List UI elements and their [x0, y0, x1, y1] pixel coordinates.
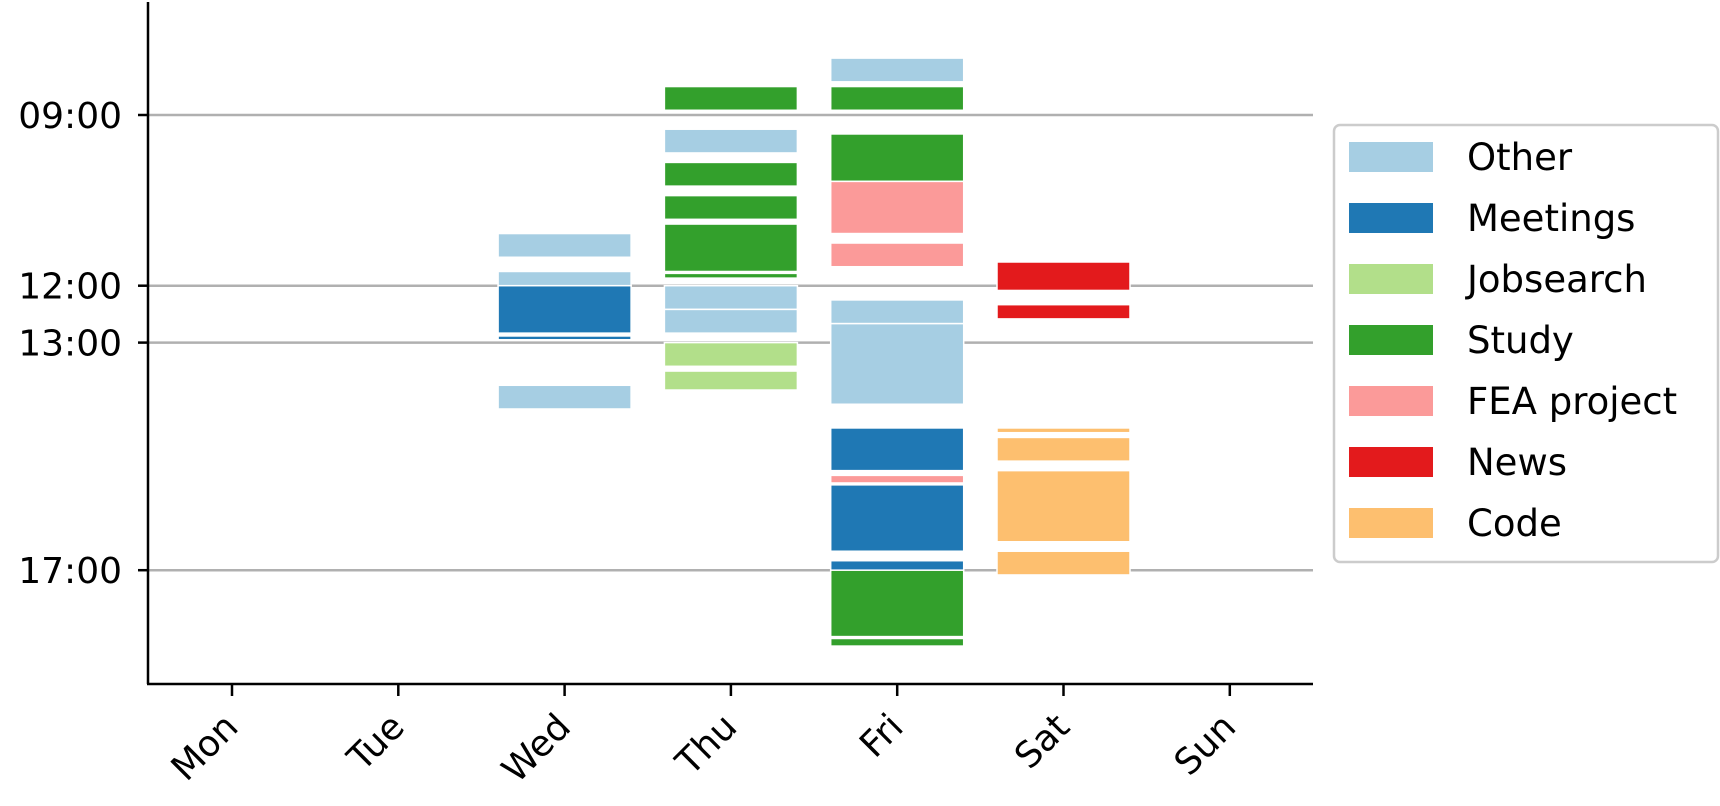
time-blocks [497, 57, 1131, 647]
x-tick-label: Sat [1007, 706, 1078, 777]
legend-swatch [1349, 203, 1433, 233]
time-block-meetings [829, 427, 965, 472]
y-tick-label: 09:00 [18, 96, 122, 137]
y-tick-labels: 09:00 12:00 13:00 17:00 [18, 96, 148, 592]
y-tick-label: 13:00 [18, 324, 122, 365]
time-block-study [663, 223, 799, 273]
legend-swatch [1349, 386, 1433, 416]
legend-label: News [1467, 441, 1567, 484]
legend-swatch [1349, 264, 1433, 294]
legend: Other Meetings Jobsearch Study FEA project Ne… [1332, 123, 1720, 564]
time-block-other [829, 322, 965, 405]
time-block-other [663, 308, 799, 334]
x-tick-label: Fri [852, 706, 911, 765]
time-block-study [829, 85, 965, 112]
time-block-other [829, 299, 965, 325]
time-block-study [663, 272, 799, 279]
time-block-fea-project [829, 180, 965, 235]
time-block-meetings [497, 335, 632, 341]
time-block-other [497, 270, 632, 287]
time-block-study [829, 637, 965, 647]
y-tick-label: 17:00 [18, 551, 122, 592]
x-tick-labels: Mon Tue Wed Thu Fri Sat Sun [164, 684, 1244, 791]
time-block-code [996, 427, 1131, 434]
legend-label: FEA project [1467, 380, 1677, 423]
legend-swatch [1349, 325, 1433, 355]
time-block-other [663, 284, 799, 311]
time-block-meetings [829, 484, 965, 552]
time-block-jobsearch [663, 370, 799, 391]
legend-label: Code [1467, 502, 1562, 545]
time-block-other [497, 384, 632, 410]
x-tick-label: Wed [494, 706, 578, 790]
time-block-other [497, 232, 632, 259]
y-tick-label: 12:00 [18, 267, 122, 308]
x-tick-label: Sun [1167, 706, 1244, 783]
legend-label: Study [1467, 319, 1574, 362]
time-block-news [996, 261, 1131, 292]
time-block-meetings [829, 559, 965, 571]
time-block-fea-project [829, 474, 965, 484]
time-block-study [663, 194, 799, 221]
time-block-code [996, 550, 1131, 576]
time-block-fea-project [829, 242, 965, 268]
time-block-jobsearch [663, 341, 799, 368]
x-tick-label: Thu [668, 706, 746, 784]
x-tick-label: Mon [164, 706, 247, 789]
legend-swatch [1349, 142, 1433, 172]
time-block-study [663, 161, 799, 187]
time-block-other [663, 128, 799, 154]
time-block-news [996, 303, 1131, 320]
legend-swatch [1349, 508, 1433, 538]
legend-label: Other [1467, 136, 1573, 179]
time-block-code [996, 469, 1131, 543]
time-block-study [829, 569, 965, 638]
legend-label: Jobsearch [1465, 258, 1647, 301]
time-block-code [996, 436, 1131, 462]
time-block-study [829, 133, 965, 183]
legend-label: Meetings [1467, 197, 1635, 240]
time-block-other [829, 57, 965, 83]
time-block-study [663, 85, 799, 112]
time-block-meetings [497, 284, 632, 334]
legend-swatch [1349, 447, 1433, 477]
x-tick-label: Tue [339, 706, 412, 779]
